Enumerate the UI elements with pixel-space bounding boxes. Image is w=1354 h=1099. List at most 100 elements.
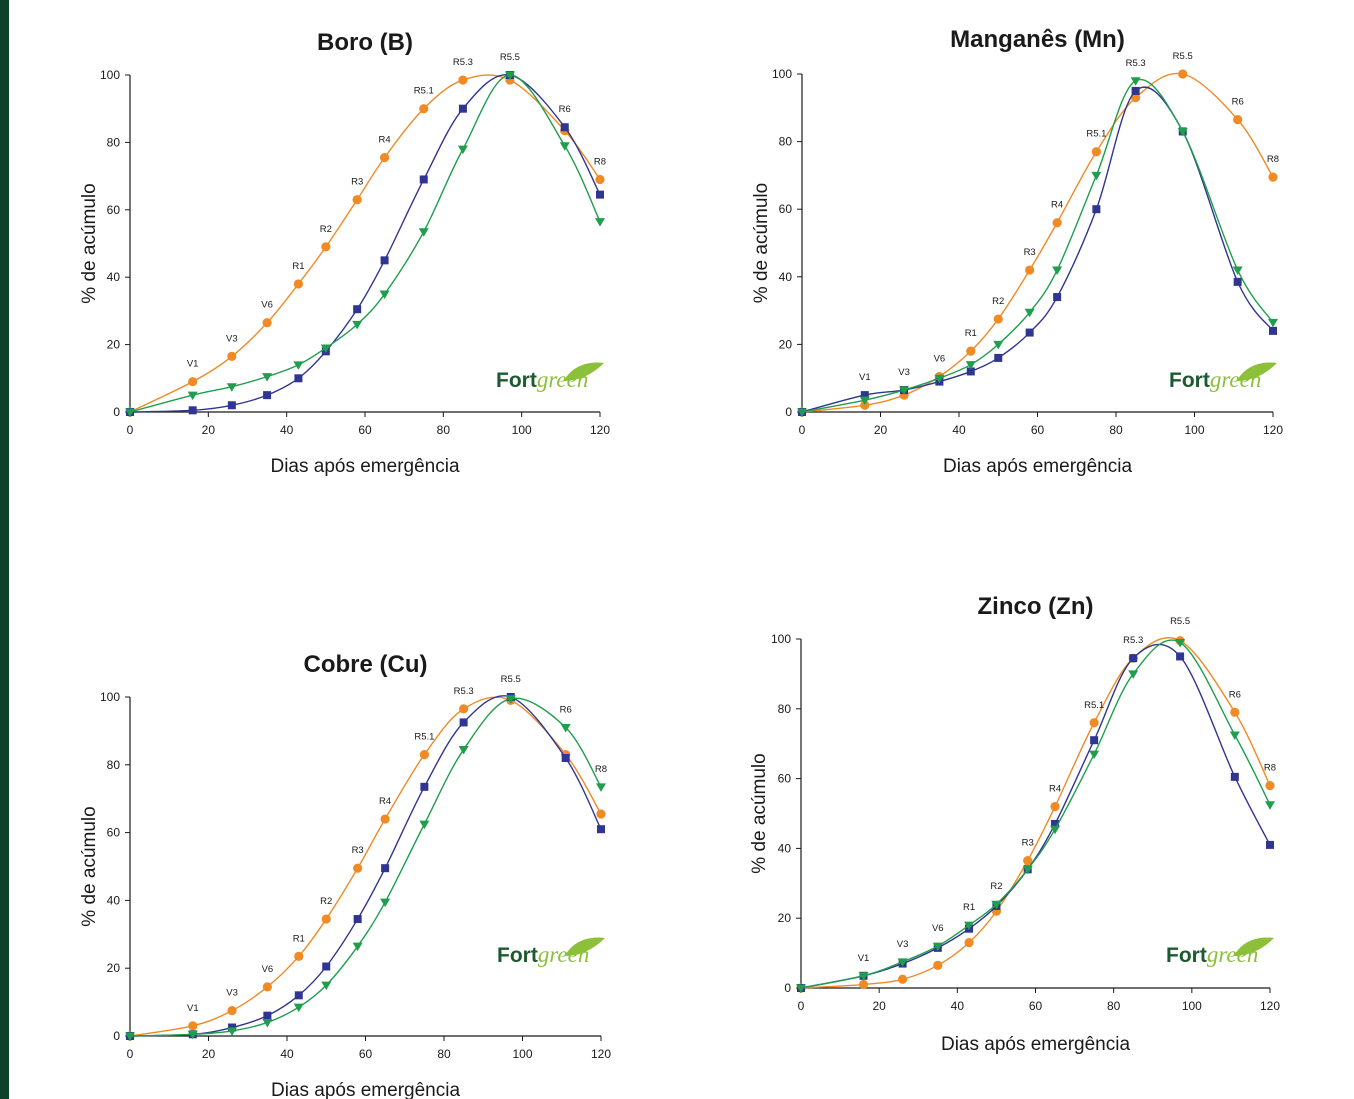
stage-label: R3	[351, 177, 363, 188]
data-point-orange	[595, 174, 605, 185]
x-axis-label: Dias após emergência	[941, 1034, 1130, 1055]
stage-label: R5.3	[1126, 58, 1146, 69]
data-point-navy	[1092, 205, 1101, 214]
leaf-icon	[564, 362, 604, 381]
data-point-green	[1052, 266, 1063, 276]
data-point-orange	[1230, 707, 1240, 717]
data-point-green	[965, 361, 976, 370]
data-point-green	[596, 783, 606, 792]
series-line-navy	[129, 74, 601, 413]
data-point-navy	[227, 401, 236, 410]
stage-label: R3	[352, 845, 364, 856]
data-point-navy	[419, 175, 428, 184]
stage-label: R1	[292, 261, 304, 272]
data-point-orange	[262, 318, 272, 328]
y-tick-label: 20	[779, 337, 793, 351]
data-point-green	[934, 374, 945, 384]
data-point-green	[559, 142, 570, 151]
y-tick-label: 40	[779, 270, 793, 284]
y-axis-label: % de acúmulo	[79, 183, 100, 303]
series-line-green	[129, 697, 602, 1037]
chart-title: Zinco (Zn)	[978, 593, 1094, 620]
x-tick-label: 100	[512, 1047, 532, 1061]
stage-label: V3	[226, 333, 238, 344]
data-point-orange	[293, 279, 304, 289]
stage-label: R1	[963, 902, 975, 913]
data-point-orange	[352, 195, 362, 205]
data-point-navy	[1266, 840, 1274, 849]
data-point-navy	[966, 367, 975, 376]
data-point-green	[293, 361, 304, 370]
logo-text: Fortgreen	[1169, 367, 1261, 392]
data-point-navy	[994, 353, 1003, 362]
data-point-green	[1175, 638, 1186, 648]
data-point-navy	[420, 782, 429, 791]
data-point-green	[560, 724, 571, 733]
fortgreen-logo: Fortgreen	[497, 937, 605, 967]
data-point-green	[1024, 308, 1035, 318]
stage-label: R5.5	[1170, 616, 1190, 627]
data-point-orange	[1178, 69, 1188, 79]
data-point-navy	[381, 864, 390, 873]
data-point-navy	[1129, 654, 1138, 663]
stage-label: R5.5	[501, 674, 521, 685]
stage-label: R5.5	[1173, 51, 1193, 62]
data-point-green	[1229, 731, 1240, 740]
data-point-orange	[380, 814, 390, 824]
x-tick-label: 80	[1107, 999, 1121, 1013]
series-line-orange	[801, 72, 1274, 413]
data-point-navy	[1053, 293, 1062, 302]
x-tick-label: 0	[127, 423, 134, 437]
data-point-green	[1268, 318, 1278, 328]
data-point-green	[505, 695, 516, 704]
data-point-green	[1265, 801, 1275, 810]
data-point-green	[1022, 865, 1033, 875]
x-axis-label: Dias após emergência	[270, 456, 459, 477]
stage-label: R6	[1232, 97, 1244, 108]
chart-title: Manganês (Mn)	[950, 26, 1125, 53]
data-point-orange	[1052, 218, 1062, 228]
data-point-orange	[262, 982, 272, 992]
fortgreen-logo: Fortgreen	[496, 362, 604, 392]
data-point-green	[262, 1018, 273, 1028]
y-axis-label: % de acúmulo	[749, 753, 770, 873]
stage-label: R8	[595, 764, 607, 775]
stage-label: R5.3	[453, 57, 473, 68]
stage-label: R6	[560, 705, 572, 716]
data-point-orange	[898, 974, 908, 984]
y-tick-label: 80	[107, 758, 121, 772]
data-point-green	[1130, 77, 1141, 86]
y-tick-label: 40	[107, 270, 121, 284]
y-tick-label: 40	[107, 893, 121, 907]
data-point-navy	[263, 1011, 272, 1020]
data-point-green	[897, 958, 908, 967]
y-tick-label: 100	[100, 690, 120, 704]
data-point-orange	[933, 960, 943, 970]
stage-label: R8	[1264, 763, 1276, 774]
data-point-navy	[1051, 819, 1060, 828]
stage-label: R6	[1229, 689, 1241, 700]
y-tick-label: 0	[784, 981, 791, 995]
data-point-orange	[1233, 115, 1243, 125]
data-point-green	[1128, 670, 1139, 679]
data-point-navy	[322, 962, 331, 971]
stage-label: V1	[187, 359, 199, 370]
data-point-green	[991, 900, 1002, 910]
data-point-orange	[1050, 801, 1060, 812]
data-point-navy	[458, 104, 467, 113]
series-line-orange	[129, 74, 601, 413]
y-tick-label: 80	[107, 135, 121, 149]
data-point-green	[418, 228, 429, 237]
stage-label: V1	[187, 1003, 199, 1014]
data-point-orange	[858, 979, 869, 990]
stage-label: R5.5	[500, 52, 520, 63]
stage-label: R5.1	[1084, 700, 1104, 711]
data-point-green	[352, 942, 363, 952]
stage-label: R8	[594, 156, 606, 167]
x-tick-label: 120	[1260, 999, 1280, 1013]
data-point-green	[352, 320, 363, 330]
data-point-green	[380, 898, 391, 908]
series-line-orange	[800, 637, 1271, 989]
stage-label: R5.1	[1086, 129, 1106, 140]
data-point-navy	[560, 123, 569, 132]
